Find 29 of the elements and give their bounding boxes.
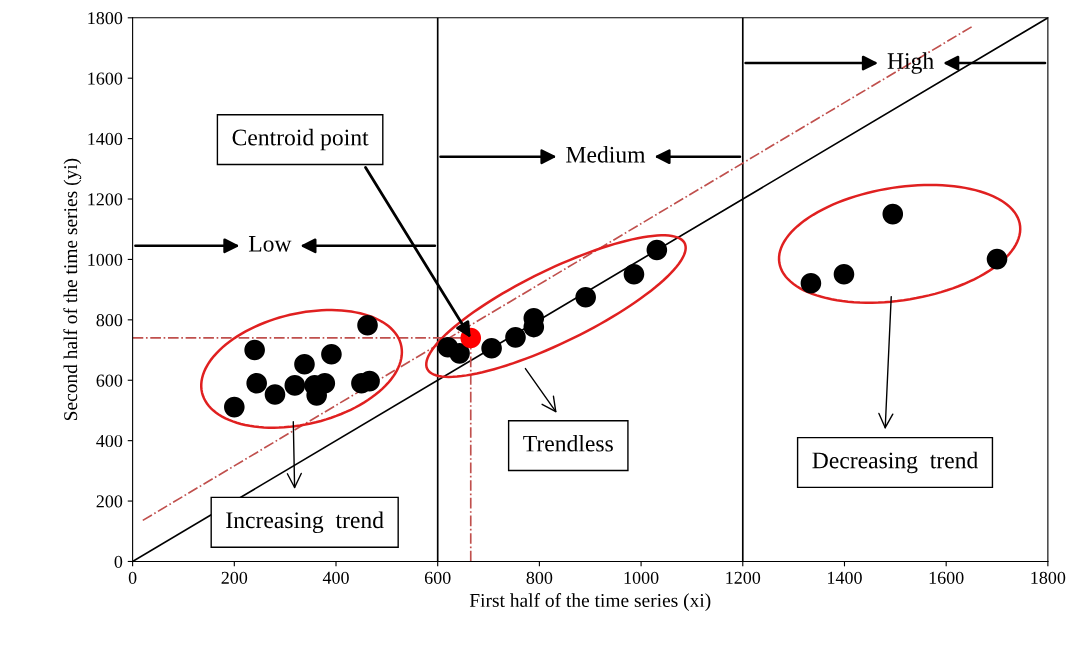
y-tick-label: 1600 <box>88 72 123 85</box>
y-tick-label: 1000 <box>88 253 123 266</box>
y-tick-label: 600 <box>96 374 123 387</box>
x-tick-label: 600 <box>424 571 451 584</box>
annotation: High <box>887 52 934 74</box>
x-axis-title: First half of the time series (xi) <box>469 593 711 611</box>
x-tick-label: 1600 <box>929 571 964 584</box>
x-tick-label: 1400 <box>828 571 862 584</box>
y-tick-label: 0 <box>114 555 123 568</box>
x-tick-label: 800 <box>526 571 553 584</box>
annotation: Medium <box>566 146 646 163</box>
annotation: Trendless <box>523 434 613 452</box>
annotation: Decreasing trend <box>812 451 978 474</box>
x-tick-label: 1000 <box>624 571 659 584</box>
x-tick-label: 1800 <box>1031 571 1066 584</box>
y-tick-label: 200 <box>96 495 123 508</box>
annotation: Low <box>248 236 292 252</box>
annotation: Increasing trend <box>226 511 384 534</box>
x-tick-label: 400 <box>322 571 349 584</box>
y-tick-label: 1400 <box>88 132 123 146</box>
y-tick-label: 1200 <box>88 193 123 206</box>
y-tick-label: 1800 <box>88 12 123 25</box>
annotation: Centroid point <box>232 128 369 151</box>
x-tick-label: 1200 <box>726 571 761 584</box>
x-tick-label: 200 <box>221 571 248 584</box>
y-tick-label: 800 <box>96 314 123 327</box>
y-tick-label: 400 <box>96 434 123 448</box>
x-tick-label: 0 <box>128 571 137 584</box>
y-axis-title: Second half of the time series (yi) <box>63 158 82 421</box>
